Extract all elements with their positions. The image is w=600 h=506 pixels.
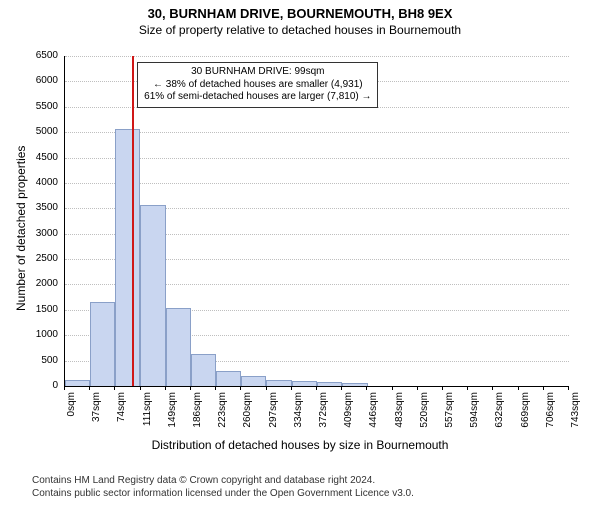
y-tick-label: 0: [28, 380, 58, 391]
x-tick-label: 557sqm: [444, 392, 455, 442]
footer: Contains HM Land Registry data © Crown c…: [32, 474, 414, 500]
x-tick-label: 594sqm: [469, 392, 480, 442]
gridline: [65, 183, 569, 184]
footer-line-1: Contains HM Land Registry data © Crown c…: [32, 474, 414, 487]
annotation-line-3: 61% of semi-detached houses are larger (…: [144, 91, 371, 104]
x-tick-mark: [568, 386, 569, 390]
y-tick-label: 1500: [28, 304, 58, 315]
x-tick-label: 223sqm: [217, 392, 228, 442]
annotation-box: 30 BURNHAM DRIVE: 99sqm← 38% of detached…: [137, 62, 378, 108]
y-tick-label: 5000: [28, 126, 58, 137]
x-tick-mark: [392, 386, 393, 390]
chart-subtitle: Size of property relative to detached ho…: [0, 23, 600, 37]
x-tick-mark: [518, 386, 519, 390]
histogram-bar: [266, 380, 291, 386]
x-tick-label: 743sqm: [570, 392, 581, 442]
y-tick-label: 4500: [28, 152, 58, 163]
y-tick-label: 3000: [28, 228, 58, 239]
chart-title: 30, BURNHAM DRIVE, BOURNEMOUTH, BH8 9EX: [0, 6, 600, 21]
y-tick-label: 6500: [28, 50, 58, 61]
x-tick-mark: [291, 386, 292, 390]
histogram-bar: [241, 376, 266, 386]
y-tick-label: 2500: [28, 253, 58, 264]
x-tick-label: 186sqm: [192, 392, 203, 442]
y-tick-label: 6000: [28, 75, 58, 86]
x-tick-label: 669sqm: [520, 392, 531, 442]
y-tick-label: 3500: [28, 202, 58, 213]
x-tick-mark: [89, 386, 90, 390]
x-tick-mark: [417, 386, 418, 390]
histogram-bar: [115, 129, 140, 386]
x-tick-label: 260sqm: [242, 392, 253, 442]
x-tick-label: 37sqm: [91, 392, 102, 442]
y-tick-label: 5500: [28, 101, 58, 112]
x-tick-mark: [467, 386, 468, 390]
annotation-line-2: ← 38% of detached houses are smaller (4,…: [144, 79, 371, 92]
x-tick-mark: [64, 386, 65, 390]
histogram-bar: [65, 380, 90, 386]
gridline: [65, 56, 569, 57]
x-tick-label: 297sqm: [268, 392, 279, 442]
x-tick-mark: [266, 386, 267, 390]
x-tick-label: 632sqm: [494, 392, 505, 442]
x-tick-mark: [140, 386, 141, 390]
annotation-line-1: 30 BURNHAM DRIVE: 99sqm: [144, 66, 371, 79]
x-tick-mark: [240, 386, 241, 390]
histogram-bar: [317, 382, 342, 386]
x-tick-mark: [165, 386, 166, 390]
x-tick-mark: [316, 386, 317, 390]
histogram-bar: [90, 302, 115, 386]
y-tick-label: 4000: [28, 177, 58, 188]
x-tick-mark: [442, 386, 443, 390]
x-tick-label: 334sqm: [293, 392, 304, 442]
x-tick-mark: [341, 386, 342, 390]
histogram-bar: [140, 205, 166, 386]
histogram-bar: [292, 381, 318, 386]
x-tick-label: 483sqm: [394, 392, 405, 442]
x-tick-label: 111sqm: [142, 392, 153, 442]
x-tick-label: 706sqm: [545, 392, 556, 442]
x-tick-mark: [190, 386, 191, 390]
x-tick-label: 520sqm: [419, 392, 430, 442]
x-tick-label: 372sqm: [318, 392, 329, 442]
histogram-bar: [342, 383, 367, 386]
x-tick-label: 74sqm: [116, 392, 127, 442]
x-tick-label: 409sqm: [343, 392, 354, 442]
property-marker-line: [132, 56, 134, 386]
y-tick-label: 1000: [28, 329, 58, 340]
footer-line-2: Contains public sector information licen…: [32, 487, 414, 500]
y-axis-label: Number of detached properties: [14, 146, 28, 311]
x-tick-label: 0sqm: [66, 392, 77, 442]
x-tick-label: 446sqm: [368, 392, 379, 442]
x-tick-mark: [492, 386, 493, 390]
x-tick-mark: [215, 386, 216, 390]
x-tick-mark: [114, 386, 115, 390]
histogram-bar: [166, 308, 191, 386]
gridline: [65, 132, 569, 133]
y-tick-label: 2000: [28, 278, 58, 289]
x-axis-label: Distribution of detached houses by size …: [0, 438, 600, 452]
y-tick-label: 500: [28, 355, 58, 366]
gridline: [65, 158, 569, 159]
x-tick-mark: [366, 386, 367, 390]
x-tick-label: 149sqm: [167, 392, 178, 442]
histogram-bar: [191, 354, 216, 386]
histogram-bar: [216, 371, 241, 386]
x-tick-mark: [543, 386, 544, 390]
